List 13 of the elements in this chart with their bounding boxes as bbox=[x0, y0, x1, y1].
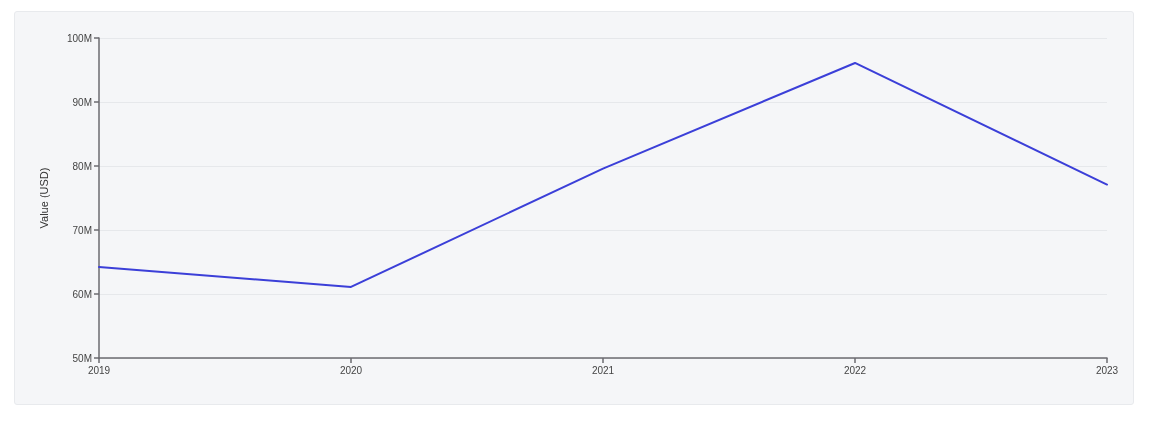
y-axis-title: Value (USD) bbox=[37, 167, 50, 229]
y-tick-label: 70M bbox=[72, 224, 92, 236]
y-tick-label: 60M bbox=[72, 288, 92, 300]
x-tick-label: 2019 bbox=[87, 364, 111, 376]
line-series bbox=[98, 61, 1108, 288]
x-tick-label: 2023 bbox=[1095, 364, 1119, 376]
y-tick-label: 100M bbox=[66, 32, 92, 44]
x-tick-label: 2022 bbox=[843, 364, 867, 376]
x-tick-label: 2021 bbox=[591, 364, 615, 376]
y-tick-label: 80M bbox=[72, 160, 92, 172]
y-tick-label: 50M bbox=[72, 352, 92, 364]
x-tick-label: 2020 bbox=[339, 364, 363, 376]
y-tick-label: 90M bbox=[72, 96, 92, 108]
